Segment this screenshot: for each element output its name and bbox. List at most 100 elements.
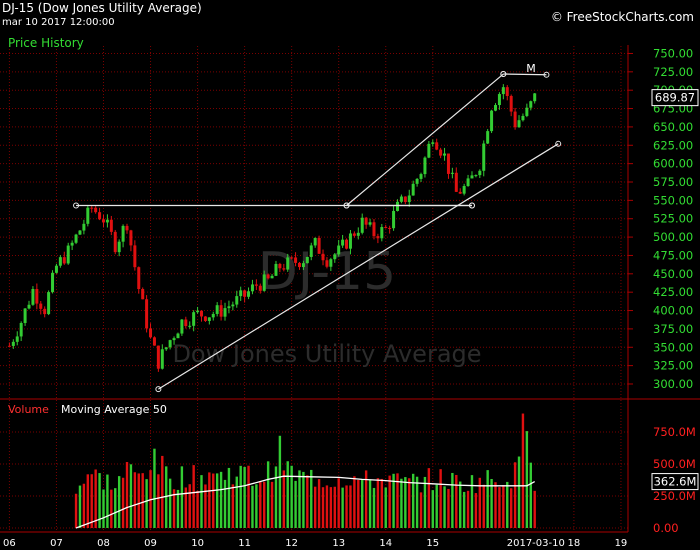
volume-bar xyxy=(380,478,384,528)
x-tick-label: 14 xyxy=(379,538,392,549)
candle-body xyxy=(15,336,19,342)
volume-bar xyxy=(192,465,195,528)
candle-body xyxy=(23,308,27,323)
volume-bar xyxy=(349,485,352,528)
price-tick-label: 300.00 xyxy=(653,377,693,391)
volume-label: Volume xyxy=(8,403,49,416)
volume-bar xyxy=(110,489,113,528)
candle-body xyxy=(368,222,372,225)
candle-body xyxy=(58,257,62,266)
candle-body xyxy=(43,308,47,315)
volume-bar xyxy=(372,487,376,528)
candle-body xyxy=(309,245,313,257)
volume-bar xyxy=(435,484,438,528)
axes: 06 07 08 09 10 11 12 13 14 15 2017-03-10 18 19 300.00… xyxy=(0,45,700,549)
volume-bar xyxy=(223,479,227,528)
volume-bar xyxy=(329,487,333,528)
volume-bar xyxy=(255,484,258,528)
volume-bar xyxy=(462,491,466,528)
x-tick-label: 18 xyxy=(568,538,581,549)
candle-body xyxy=(31,288,35,305)
candle-body xyxy=(282,268,286,270)
last-volume-value-box xyxy=(651,473,699,491)
candle-body xyxy=(239,290,243,297)
volume-bar xyxy=(317,479,321,528)
candle-body xyxy=(297,262,301,268)
candle-body xyxy=(141,289,145,300)
price-tick-label: 450.00 xyxy=(653,267,693,281)
volume-bar xyxy=(117,476,121,528)
volume-bar xyxy=(235,476,238,528)
volume-bar xyxy=(415,476,419,528)
candle-body xyxy=(172,338,176,341)
volume-bar xyxy=(388,475,391,528)
candle-body xyxy=(415,178,419,184)
volume-tick-label: 500.0M xyxy=(653,457,696,471)
candle-body xyxy=(270,275,274,279)
volume-bar xyxy=(133,472,137,528)
candle-body xyxy=(435,142,439,150)
candle-body xyxy=(376,236,380,239)
volume-bar xyxy=(94,469,97,528)
watermark-name: Dow Jones Utility Average xyxy=(172,340,481,368)
volume-bar xyxy=(259,481,262,528)
candle-body xyxy=(494,105,498,111)
price-tick-label: 550.00 xyxy=(653,193,693,207)
price-tick-label: 625.00 xyxy=(653,138,693,152)
volume-bar xyxy=(165,466,168,528)
volume-bar xyxy=(459,481,462,528)
volume-bar xyxy=(451,472,454,528)
candle-body xyxy=(337,245,341,255)
volume-bar xyxy=(306,475,309,528)
candle-body xyxy=(372,222,376,237)
candle-body xyxy=(466,178,470,187)
brand-label[interactable]: © FreeStockCharts.com xyxy=(550,10,694,24)
volume-bar xyxy=(196,490,199,528)
candle-body xyxy=(219,305,223,317)
candle-body xyxy=(474,175,478,177)
candle-body xyxy=(321,253,325,261)
volume-bar xyxy=(400,478,403,528)
trendlines xyxy=(73,71,562,393)
candle-body xyxy=(423,157,427,175)
candle-body xyxy=(443,153,447,156)
volume-bar xyxy=(129,464,133,528)
trendline-anchor xyxy=(73,202,80,209)
candle-body xyxy=(262,274,266,291)
volume-bar xyxy=(145,479,148,528)
volume-bar xyxy=(176,489,180,528)
candle-body xyxy=(94,207,98,213)
volume-bar xyxy=(78,485,82,528)
volume-bar xyxy=(517,456,521,528)
candle-body xyxy=(356,232,360,236)
candle-body xyxy=(149,328,153,338)
volume-bar xyxy=(227,467,231,528)
candle-body xyxy=(129,230,133,246)
candle-body xyxy=(125,225,129,231)
candlestick-series xyxy=(7,84,537,372)
volume-bar xyxy=(161,455,164,528)
volume-bar xyxy=(168,478,172,528)
volume-bar xyxy=(137,473,140,528)
moving-average xyxy=(75,475,536,529)
candle-body xyxy=(439,149,443,156)
candle-body xyxy=(199,310,203,317)
candle-body xyxy=(247,291,251,297)
volume-bar xyxy=(149,470,152,528)
candle-body xyxy=(137,267,141,290)
price-tick-label: 500.00 xyxy=(653,230,693,244)
volume-bar xyxy=(361,479,364,528)
volume-bar xyxy=(274,466,278,528)
candle-body xyxy=(395,201,399,211)
volume-bar xyxy=(141,473,144,528)
candle-body xyxy=(490,110,494,132)
volume-bar xyxy=(153,448,156,528)
candle-body xyxy=(486,131,490,144)
volume-bar xyxy=(114,488,117,528)
candle-body xyxy=(258,285,262,291)
price-tick-label: 475.00 xyxy=(653,248,693,262)
ma-line xyxy=(75,475,536,529)
volume-bar xyxy=(494,482,497,528)
volume-bar xyxy=(298,470,301,528)
candle-body xyxy=(35,288,39,304)
